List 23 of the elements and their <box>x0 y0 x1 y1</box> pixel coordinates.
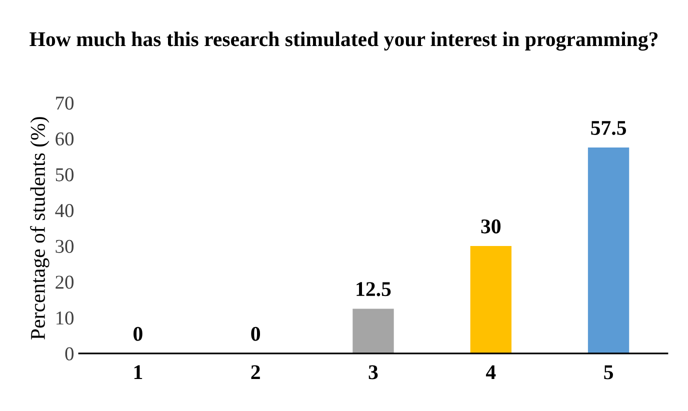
y-tick-label: 10 <box>56 311 74 325</box>
y-tick-label: 0 <box>65 347 74 360</box>
y-tick-label: 30 <box>56 240 74 253</box>
x-tick-label: 5 <box>604 365 613 380</box>
x-tick-label: 2 <box>251 365 260 380</box>
x-tick-label: 1 <box>134 365 142 380</box>
chart-title: How much has this research stimulated your interest in programming? <box>30 32 658 51</box>
y-axis-title: Percentage of students (%) <box>30 117 50 340</box>
y-tick-label: 40 <box>55 204 74 218</box>
bar <box>470 246 512 354</box>
data-label: 57.5 <box>591 121 626 136</box>
data-label: 0 <box>134 326 142 341</box>
y-tick-label: 50 <box>56 168 74 182</box>
y-tick-label: 20 <box>56 276 74 289</box>
x-tick-label: 3 <box>368 365 378 380</box>
data-label: 12.5 <box>356 282 391 296</box>
y-tick-label: 70 <box>56 96 74 110</box>
data-label: 30 <box>481 219 501 234</box>
bar <box>588 148 630 354</box>
x-tick-label: 4 <box>486 365 496 380</box>
data-label: 0 <box>251 326 260 341</box>
y-tick-label: 60 <box>56 132 74 146</box>
bar <box>352 308 394 354</box>
